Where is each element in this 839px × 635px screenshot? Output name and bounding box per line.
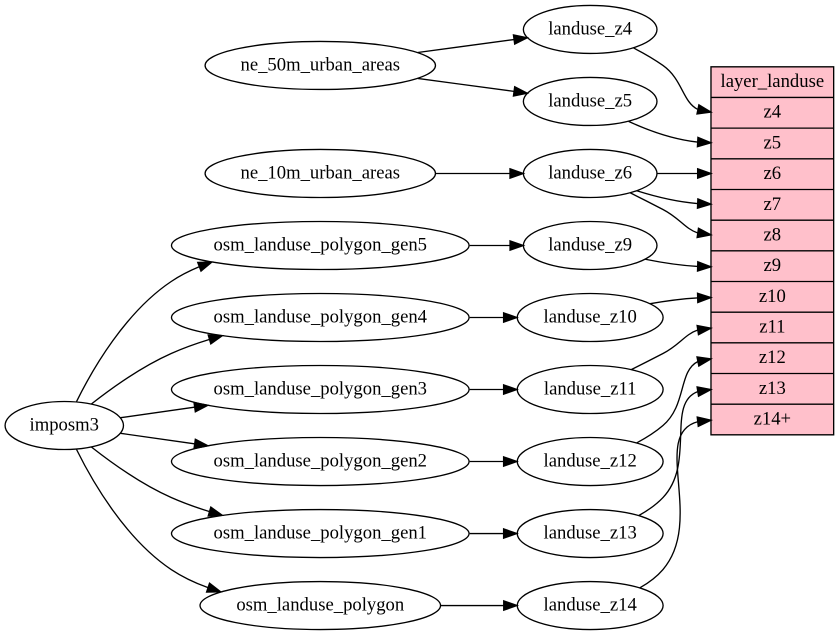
svg-text:osm_landuse_polygon_gen1: osm_landuse_polygon_gen1 xyxy=(214,522,428,543)
svg-text:landuse_z12: landuse_z12 xyxy=(544,450,637,471)
svg-text:z10: z10 xyxy=(759,286,786,307)
svg-text:ne_50m_urban_areas: ne_50m_urban_areas xyxy=(241,54,401,75)
svg-text:layer_landuse: layer_landuse xyxy=(721,71,825,92)
svg-text:osm_landuse_polygon_gen3: osm_landuse_polygon_gen3 xyxy=(214,378,428,399)
svg-text:z12: z12 xyxy=(759,347,786,368)
svg-text:z4: z4 xyxy=(764,102,782,123)
svg-text:z7: z7 xyxy=(764,194,782,215)
svg-text:landuse_z13: landuse_z13 xyxy=(544,522,637,543)
svg-text:ne_10m_urban_areas: ne_10m_urban_areas xyxy=(241,162,401,183)
svg-text:landuse_z14: landuse_z14 xyxy=(544,594,638,615)
svg-text:imposm3: imposm3 xyxy=(30,414,99,435)
svg-text:osm_landuse_polygon: osm_landuse_polygon xyxy=(236,594,405,615)
svg-text:z8: z8 xyxy=(764,224,782,245)
svg-text:landuse_z4: landuse_z4 xyxy=(548,18,633,39)
svg-text:z9: z9 xyxy=(764,255,782,276)
svg-text:z14+: z14+ xyxy=(754,408,791,429)
svg-text:landuse_z11: landuse_z11 xyxy=(544,378,637,399)
svg-text:osm_landuse_polygon_gen4: osm_landuse_polygon_gen4 xyxy=(214,306,428,327)
svg-text:landuse_z5: landuse_z5 xyxy=(548,90,632,111)
svg-text:z13: z13 xyxy=(759,378,786,399)
svg-text:landuse_z9: landuse_z9 xyxy=(548,234,632,255)
svg-text:landuse_z10: landuse_z10 xyxy=(544,306,637,327)
svg-text:z11: z11 xyxy=(759,316,785,337)
svg-text:z6: z6 xyxy=(764,163,782,184)
svg-text:osm_landuse_polygon_gen5: osm_landuse_polygon_gen5 xyxy=(214,234,428,255)
svg-text:landuse_z6: landuse_z6 xyxy=(548,162,632,183)
svg-text:osm_landuse_polygon_gen2: osm_landuse_polygon_gen2 xyxy=(214,450,428,471)
svg-text:z5: z5 xyxy=(764,132,782,153)
